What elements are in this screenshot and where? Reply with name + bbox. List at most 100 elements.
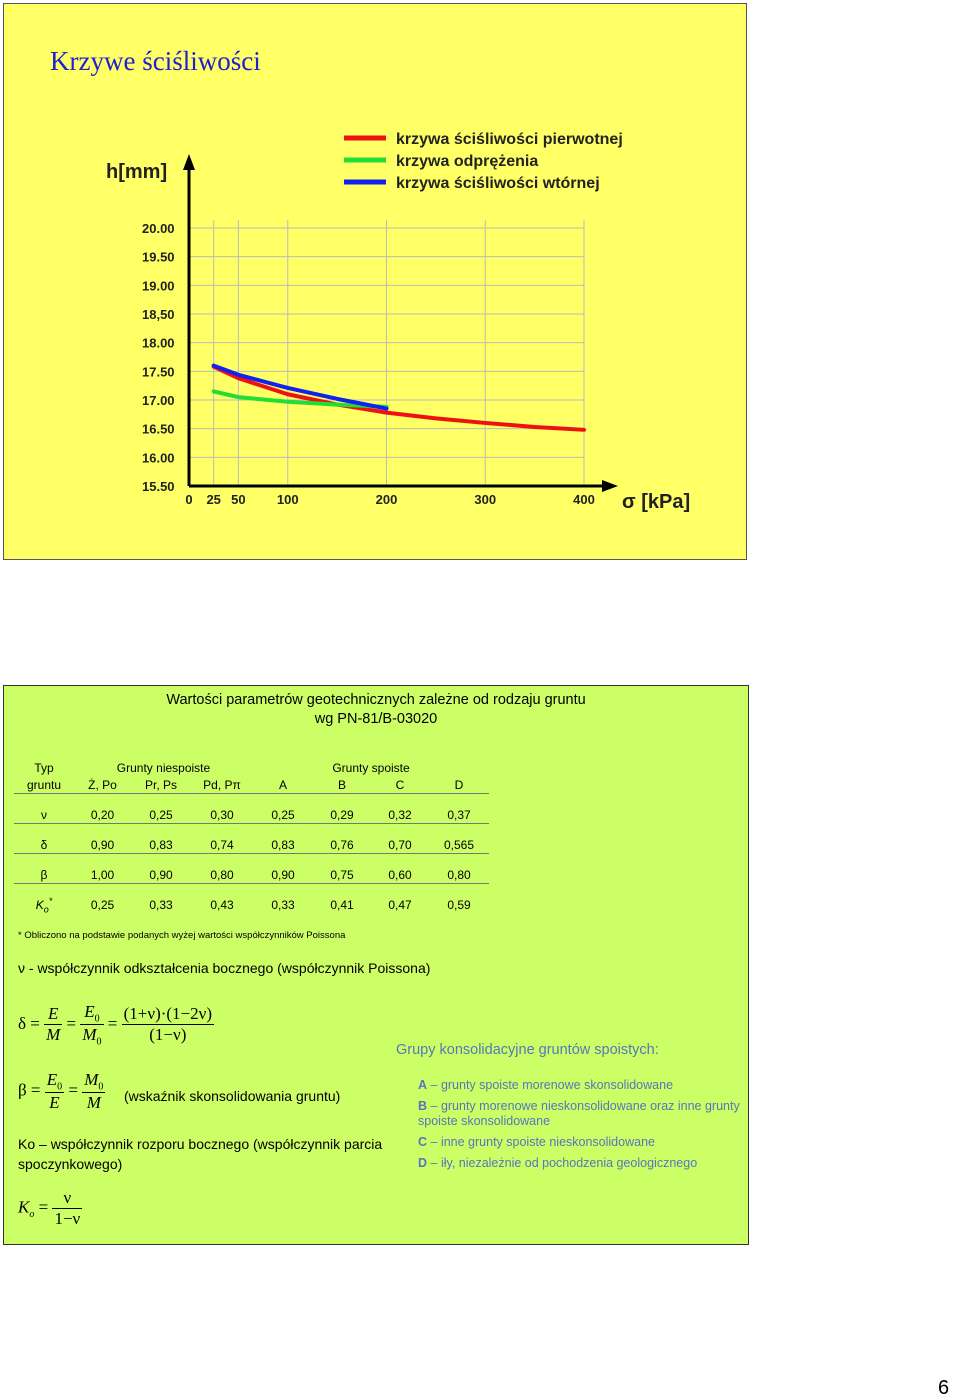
table-cell: 0,83 [253,836,313,854]
table-row-delta: δ 0,90 0,83 0,74 0,83 0,76 0,70 0,565 [14,836,489,854]
table-cell: 0,25 [131,806,191,824]
table-cell: 0,32 [371,806,429,824]
ko-formula: Ko = ν 1−ν [18,1188,83,1228]
group-letter: B [418,1099,428,1113]
groups-title: Grupy konsolidacyjne gruntów spoistych: [396,1042,659,1058]
x-tick-label: 100 [277,492,299,507]
poisson-definition: ν - współczynnik odkształcenia bocznego … [18,960,431,976]
group-text: – grunty morenowe nieskonsolidowane oraz… [418,1099,740,1128]
table-cell: 0,565 [429,836,489,854]
y-tick-label: 17.50 [142,364,175,379]
table-cell: 0,59 [447,898,471,913]
list-item: A – grunty spoiste morenowe skonsolidowa… [418,1078,744,1093]
series-line [211,363,389,411]
y-axis-label: h[mm] [106,161,167,183]
header-non-cohesive: Grunty niespoiste [116,760,211,775]
y-tick-label: 15.50 [142,479,175,494]
table-title-line1: Wartości parametrów geotechnicznych zale… [166,692,586,708]
list-item: B – grunty morenowe nieskonsolidowane or… [418,1099,744,1129]
x-tick-label: 25 [206,492,220,507]
x-axis-arrow [602,480,618,492]
row-symbol: β [14,866,74,884]
table-cell: 0,80 [429,866,489,884]
list-item: D – iły, niezależnie od pochodzenia geol… [418,1156,744,1171]
table-title-line2: wg PN-81/B-03020 [314,711,438,727]
table-cell: 0,33 [271,898,295,913]
table-row-nu: ν 0,20 0,25 0,30 0,25 0,29 0,32 0,37 [14,806,489,824]
group-letter: C [418,1135,428,1149]
x-tick-label: 300 [474,492,496,507]
table-cell: 0,43 [210,898,234,913]
column-header: D [429,776,489,794]
table-cell: 0,60 [371,866,429,884]
table-cell: 0,33 [149,898,173,913]
y-tick-label: 19.50 [142,250,175,265]
table-cell: 0,74 [191,836,253,854]
y-tick-label: 20.00 [142,221,175,236]
groups-list: A – grunty spoiste morenowe skonsolidowa… [418,1078,744,1177]
y-tick-label: 17.00 [142,393,175,408]
table-cell: 0,90 [74,836,131,854]
table-cell: 0,90 [253,866,313,884]
slide-compressibility: Krzywe ściśliwości 20.00 19.50 19.00 18,50 1… [3,3,747,560]
table-cell: 0,80 [191,866,253,884]
series-line [211,389,389,409]
column-header: Ż, Po [74,776,131,794]
group-text: – grunty spoiste morenowe skonsolidowane [430,1078,674,1092]
y-tick-label: 16.00 [142,450,175,465]
page-number: 6 [938,1377,950,1399]
x-tick-label: 50 [231,492,245,507]
x-tick-label: 400 [573,492,595,507]
table-cell: 0,75 [313,866,371,884]
table-title: Wartości parametrów geotechnicznych zale… [4,691,748,729]
table-cell: 0,25 [90,898,115,913]
list-item: C – inne grunty spoiste nieskonsolidowan… [418,1135,744,1150]
table-cell: 1,00 [74,866,131,884]
group-letter: A [418,1078,428,1092]
row-symbol: Ko* [35,896,53,915]
table-row-beta: β 1,00 0,90 0,80 0,90 0,75 0,60 0,80 [14,866,489,884]
table-cell: 0,83 [131,836,191,854]
header-type-line1: Typ [34,760,54,775]
series-line [211,364,586,432]
x-axis-label: σ [kPa] [622,491,690,513]
table-cell: 0,20 [74,806,131,824]
table-cell: 0,90 [131,866,191,884]
x-tick-label: 0 [185,492,192,507]
footnote: * Obliczono na podstawie podanych wyżej … [18,930,346,941]
table-cell: 0,29 [313,806,371,824]
table-cell: 0,70 [371,836,429,854]
table-cell: 0,25 [253,806,313,824]
header-type-line2: gruntu [14,776,74,794]
table-row-ko: Ko* 0,25 0,33 0,43 0,33 0,41 0,47 0,59 [14,896,489,914]
table-cell: 0,37 [429,806,489,824]
column-header: Pr, Ps [131,776,191,794]
table-cell: 0,76 [313,836,371,854]
slide-geotechnical-parameters: Wartości parametrów geotechnicznych zale… [3,685,749,1245]
y-tick-label: 18.00 [142,336,175,351]
column-header: A [253,776,313,794]
group-text: – iły, niezależnie od pochodzenia geolog… [430,1156,698,1170]
group-text: – inne grunty spoiste nieskonsolidowane [430,1135,655,1149]
table-cell: 0,47 [388,898,412,913]
beta-formula: β = E0 E = M0 M [18,1070,106,1113]
beta-note: (wskaźnik skonsolidowania gruntu) [124,1088,341,1104]
legend-label: krzywa ściśliwości wtórnej [396,175,600,192]
column-header: Pd, Pπ [191,776,253,794]
header-cohesive: Grunty spoiste [332,760,410,775]
legend-label: krzywa odprężenia [396,153,538,170]
parameters-table: Typ Grunty niespoiste Grunty spoiste gru… [14,759,489,914]
row-symbol: δ [14,836,74,854]
y-tick-label: 18,50 [142,307,175,322]
slide-title: Krzywe ściśliwości [50,46,261,76]
group-letter: D [418,1156,428,1170]
column-header: C [371,776,429,794]
row-symbol: ν [14,806,74,824]
ko-definition: Ko – współczynnik rozporu bocznego (wspó… [18,1136,383,1172]
x-tick-label: 200 [376,492,398,507]
compressibility-chart: 20.00 19.50 19.00 18,50 18.00 17.50 17.00 16.50… [106,131,690,513]
y-tick-label: 19.00 [142,278,175,293]
table-cell: 0,30 [191,806,253,824]
y-tick-label: 16.50 [142,422,175,437]
